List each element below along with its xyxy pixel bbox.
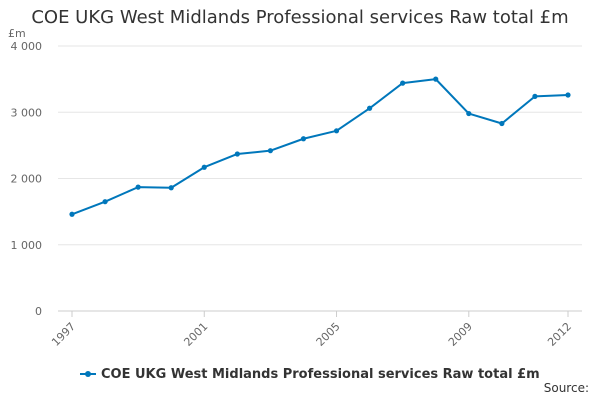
y-axis: 0 1 000 2 000 3 000 4 000£m xyxy=(8,27,42,318)
data-point[interactable] xyxy=(532,93,538,99)
data-point[interactable] xyxy=(565,92,571,98)
y-tick-label: 0 xyxy=(35,305,42,318)
data-point[interactable] xyxy=(400,80,406,86)
x-tick-label: 2012 xyxy=(545,320,574,349)
data-point[interactable] xyxy=(433,76,439,82)
x-tick-label: 2009 xyxy=(446,320,475,349)
data-point[interactable] xyxy=(69,211,75,217)
data-point[interactable] xyxy=(234,151,240,157)
x-tick-label: 1997 xyxy=(49,320,78,349)
x-axis: 1997 2001 2005 2009 2012 xyxy=(49,311,574,349)
data-point[interactable] xyxy=(333,128,340,134)
y-tick-label: 1 000 xyxy=(11,239,43,252)
y-tick-label: 3 000 xyxy=(11,106,43,119)
x-tick-label: 2005 xyxy=(314,320,343,349)
x-tick-label: 2001 xyxy=(181,320,210,349)
legend-label: COE UKG West Midlands Professional servi… xyxy=(101,366,540,382)
data-point[interactable] xyxy=(201,164,207,170)
data-point[interactable] xyxy=(367,105,373,111)
data-point[interactable] xyxy=(499,120,505,127)
series-layer xyxy=(69,76,571,217)
legend-line-marker-icon xyxy=(80,368,96,380)
data-point[interactable] xyxy=(300,136,307,142)
chart-title: COE UKG West Midlands Professional servi… xyxy=(31,7,569,28)
y-tick-label: 4 000 xyxy=(11,40,43,53)
y-axis-unit-label: £m xyxy=(8,27,26,40)
series-line xyxy=(71,78,569,216)
data-point[interactable] xyxy=(267,148,273,154)
data-point[interactable] xyxy=(102,199,108,205)
data-point[interactable] xyxy=(135,184,141,190)
legend: COE UKG West Midlands Professional servi… xyxy=(80,365,540,383)
y-tick-label: 2 000 xyxy=(11,173,43,186)
data-point[interactable] xyxy=(466,110,472,117)
data-point[interactable] xyxy=(168,185,174,191)
grid-lines xyxy=(58,45,582,312)
source-link[interactable]: Source: xyxy=(543,381,589,395)
